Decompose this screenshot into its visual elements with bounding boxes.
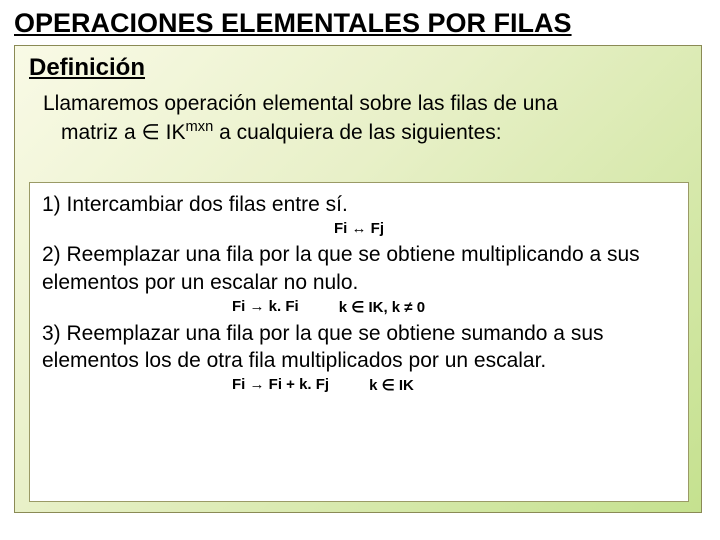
right-arrow-icon-2: → — [250, 376, 265, 393]
intro-line2: matriz a ∈ IKmxn a cualquiera de las sig… — [43, 121, 502, 144]
formula3-left: Fi — [232, 376, 250, 393]
operation-3: 3) Reemplazar una fila por la que se obt… — [42, 320, 676, 375]
formula-2: Fi → k. Fi k ∈ IK, k ≠ 0 — [42, 298, 676, 316]
operations-panel: 1) Intercambiar dos filas entre sí. Fi ↔… — [29, 182, 689, 502]
slide-container: OPERACIONES ELEMENTALES POR FILAS Defini… — [14, 8, 706, 526]
definition-heading: Definición — [15, 46, 701, 82]
not-equal-symbol: ≠ — [404, 299, 412, 316]
operation-1: 1) Intercambiar dos filas entre sí. — [42, 191, 676, 218]
formula2-expr: Fi → k. Fi — [232, 298, 299, 316]
intro-text: Llamaremos operación elemental sobre las… — [15, 82, 701, 148]
intro-superscript: mxn — [186, 119, 214, 135]
formula2-condition: k ∈ IK, k ≠ 0 — [339, 298, 425, 316]
double-arrow-icon: ↔ — [352, 220, 367, 237]
formula1-right: Fj — [367, 220, 385, 237]
formula1-left: Fi — [334, 220, 352, 237]
right-arrow-icon: → — [250, 298, 265, 315]
element-of-symbol: ∈ — [142, 121, 160, 144]
f3c-pre: k — [369, 377, 382, 394]
formula-1: Fi ↔ Fj — [42, 220, 676, 237]
element-of-symbol-3: ∈ — [382, 377, 395, 394]
intro-line1: Llamaremos operación elemental sobre las… — [43, 92, 558, 115]
formula3-expr: Fi → Fi + k. Fj — [232, 376, 329, 394]
formula3-condition: k ∈ IK — [369, 376, 414, 394]
element-of-symbol-2: ∈ — [351, 299, 364, 316]
formula-3: Fi → Fi + k. Fj k ∈ IK — [42, 376, 676, 394]
main-title: OPERACIONES ELEMENTALES POR FILAS — [14, 8, 706, 39]
f3c-post: IK — [395, 377, 414, 394]
operation-2: 2) Reemplazar una fila por la que se obt… — [42, 241, 676, 296]
intro-pre: matriz a — [61, 121, 142, 144]
f2c-pre: k — [339, 299, 352, 316]
intro-post: a cualquiera de las siguientes: — [213, 121, 501, 144]
f2c-post: 0 — [413, 299, 426, 316]
formula3-right: Fi + k. Fj — [265, 376, 330, 393]
f2c-mid: IK, k — [364, 299, 404, 316]
intro-set: IK — [160, 121, 186, 144]
formula2-left: Fi — [232, 298, 250, 315]
definition-box: Definición Llamaremos operación elementa… — [14, 45, 702, 513]
formula2-right: k. Fi — [265, 298, 299, 315]
